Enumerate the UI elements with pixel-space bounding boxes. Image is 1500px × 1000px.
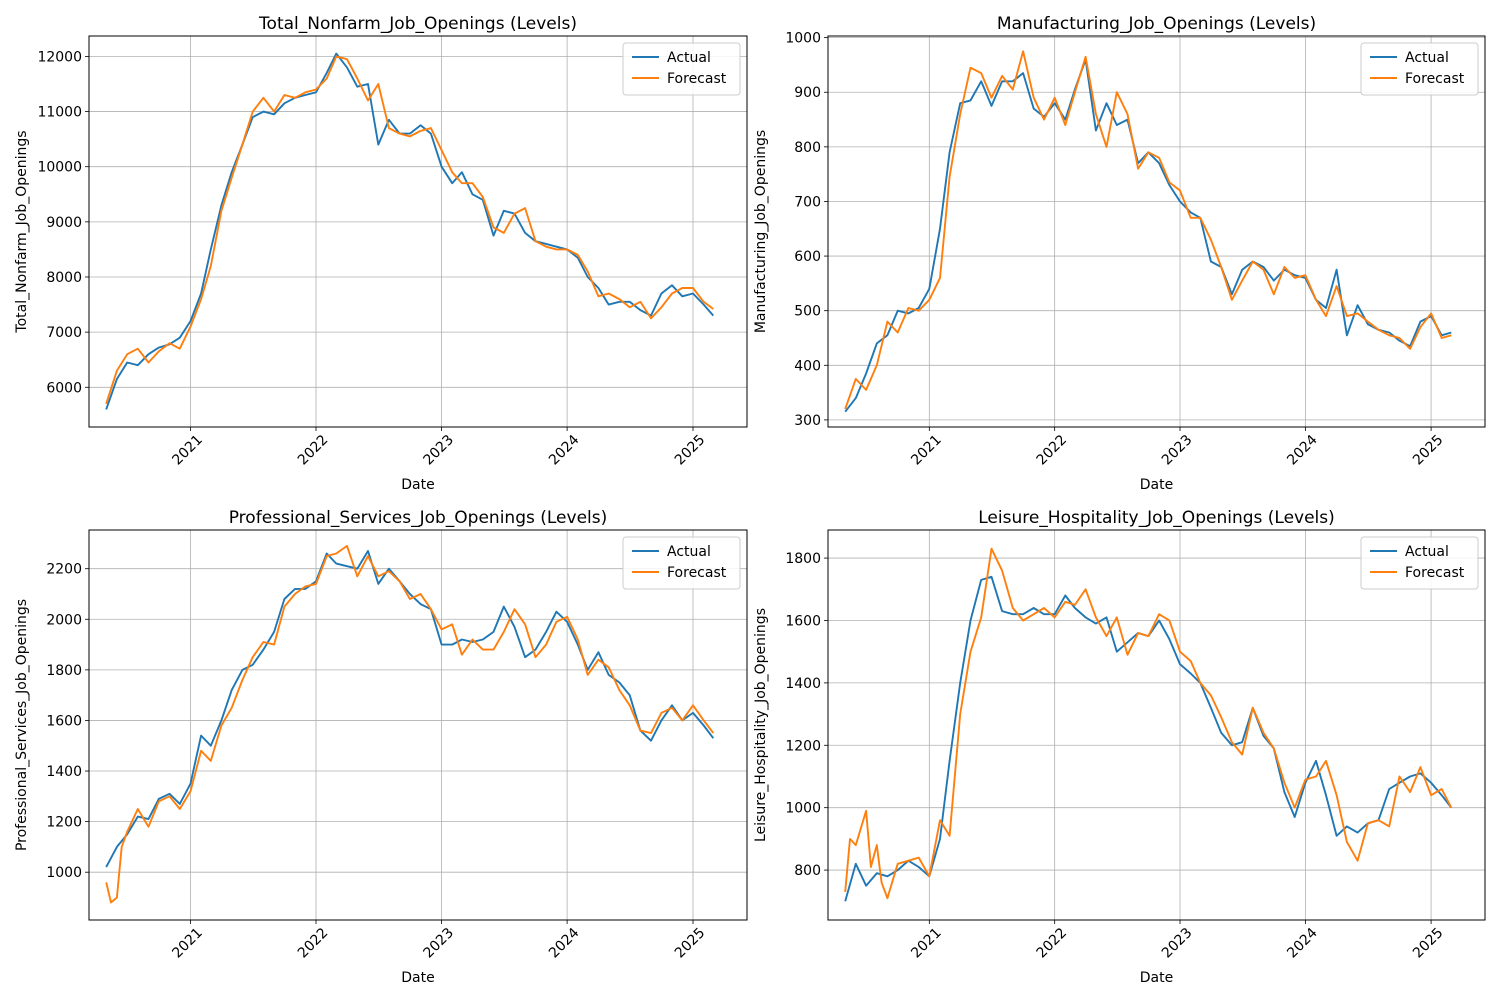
y-tick-label: 11000 xyxy=(37,105,82,121)
y-tick-label: 1400 xyxy=(785,676,821,692)
legend-label-actual: Actual xyxy=(1405,544,1449,560)
y-tick-label: 8000 xyxy=(46,270,82,286)
series-line-actual xyxy=(105,52,715,410)
y-axis-label: Manufacturing_Job_Openings xyxy=(753,130,769,333)
y-tick-label: 800 xyxy=(794,140,821,156)
x-axis-label: Date xyxy=(401,477,434,493)
legend: Actual Forecast xyxy=(622,536,741,590)
y-tick-label: 800 xyxy=(794,863,821,879)
axes-frame xyxy=(88,35,748,428)
chart-title: Professional_Services_Job_Openings (Leve… xyxy=(229,508,608,528)
y-tick-label: 1600 xyxy=(785,613,821,629)
y-tick-label: 700 xyxy=(794,194,821,210)
y-axis-label: Professional_Services_Job_Openings xyxy=(14,599,30,851)
legend-label-forecast: Forecast xyxy=(667,565,727,581)
y-tick-label: 6000 xyxy=(46,380,82,396)
chart-title: Leisure_Hospitality_Job_Openings (Levels… xyxy=(978,508,1335,528)
legend-label-actual: Actual xyxy=(667,50,711,66)
y-tick-label: 7000 xyxy=(46,325,82,341)
y-tick-label: 400 xyxy=(794,358,821,374)
axes-frame xyxy=(88,529,748,921)
y-tick-label: 600 xyxy=(794,249,821,265)
y-tick-label: 1000 xyxy=(785,801,821,817)
series-line-forecast xyxy=(844,50,1452,410)
y-tick-label: 1800 xyxy=(785,551,821,567)
y-tick-label: 1400 xyxy=(46,764,82,780)
series-line-actual xyxy=(105,550,715,868)
y-tick-label: 1200 xyxy=(46,815,82,831)
y-axis-label: Leisure_Hospitality_Job_Openings xyxy=(753,608,769,842)
x-axis-label: Date xyxy=(1140,970,1173,986)
y-tick-label: 300 xyxy=(794,413,821,429)
y-tick-label: 2000 xyxy=(46,612,82,628)
series-line-forecast xyxy=(105,544,715,904)
legend: Actual Forecast xyxy=(622,42,741,96)
legend: Actual Forecast xyxy=(1360,536,1479,590)
y-tick-label: 1000 xyxy=(785,31,821,47)
y-tick-label: 1200 xyxy=(785,738,821,754)
y-tick-label: 1600 xyxy=(46,713,82,729)
legend-label-actual: Actual xyxy=(667,544,711,560)
y-tick-label: 900 xyxy=(794,85,821,101)
y-tick-label: 1000 xyxy=(46,865,82,881)
y-tick-label: 500 xyxy=(794,304,821,320)
y-axis-label: Total_Nonfarm_Job_Openings xyxy=(14,130,30,333)
series-line-forecast xyxy=(105,55,714,405)
x-axis-label: Date xyxy=(401,970,434,986)
y-tick-label: 9000 xyxy=(46,215,82,231)
y-tick-label: 10000 xyxy=(37,160,82,176)
legend-label-forecast: Forecast xyxy=(1405,71,1465,87)
y-tick-label: 12000 xyxy=(37,49,82,65)
chart-title: Total_Nonfarm_Job_Openings (Levels) xyxy=(258,14,577,34)
legend: Actual Forecast xyxy=(1360,42,1479,96)
legend-label-forecast: Forecast xyxy=(1405,565,1465,581)
chart-title: Manufacturing_Job_Openings (Levels) xyxy=(997,14,1316,34)
axes-frame xyxy=(827,529,1486,921)
legend-label-actual: Actual xyxy=(1405,50,1449,66)
series-line-forecast xyxy=(844,547,1453,900)
legend-label-forecast: Forecast xyxy=(667,71,727,87)
y-tick-label: 2200 xyxy=(46,562,82,578)
x-axis-label: Date xyxy=(1140,477,1173,493)
y-tick-label: 1800 xyxy=(46,663,82,679)
axes-frame xyxy=(827,35,1486,428)
